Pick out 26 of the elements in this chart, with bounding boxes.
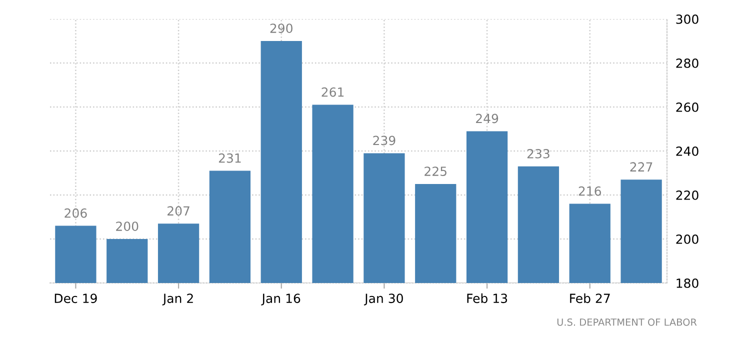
x-tick-label: Jan 30	[364, 294, 403, 306]
x-tick-label: Jan 16	[261, 294, 300, 306]
data-label: 225	[424, 166, 446, 176]
data-label: 206	[64, 208, 87, 218]
data-label: 207	[168, 206, 190, 216]
data-label: 249	[476, 114, 498, 124]
data-label: 239	[373, 136, 396, 146]
x-tick-label: Feb 13	[467, 293, 508, 304]
data-label: 231	[218, 153, 241, 163]
y-tick-label: 200	[676, 234, 698, 244]
y-tick-label: 280	[676, 58, 698, 68]
data-label: 261	[322, 87, 344, 97]
y-tick-label: 300	[676, 14, 698, 24]
y-tick-label: 220	[676, 190, 698, 200]
x-tick-label: Jan 2	[162, 294, 193, 306]
x-tick-label: Feb 27	[570, 293, 610, 304]
y-tick-label: 260	[676, 102, 698, 112]
data-label: 290	[270, 24, 292, 34]
y-tick-label: 180	[676, 278, 698, 288]
y-tick-label: 240	[676, 146, 698, 156]
data-label: 216	[578, 186, 602, 196]
text: U.S. DEPARTMENT OF LABOR	[557, 318, 697, 326]
data-label: 227	[630, 162, 652, 172]
data-label: 200	[116, 222, 138, 232]
data-label: 233	[527, 148, 550, 158]
x-tick-label: Dec 19	[54, 294, 97, 304]
